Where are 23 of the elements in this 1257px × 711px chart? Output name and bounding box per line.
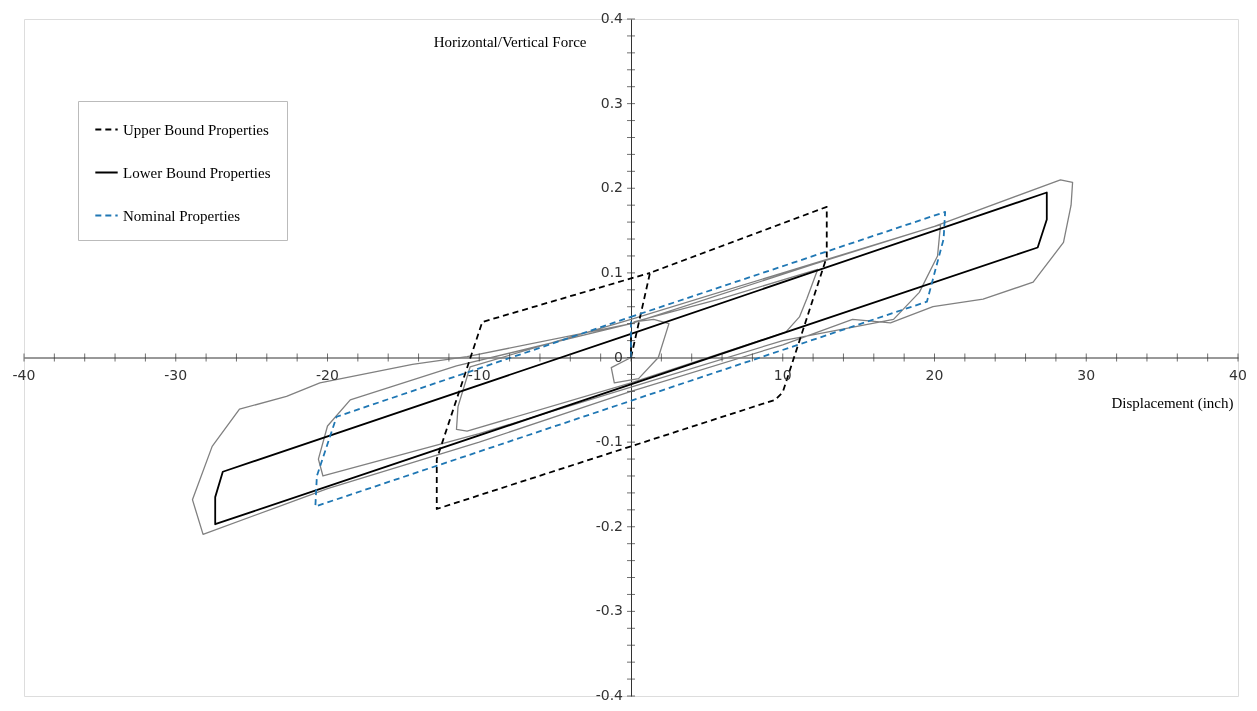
y-tick-label: -0.1	[595, 433, 623, 450]
y-tick-label: 0.1	[600, 263, 623, 280]
line-series	[314, 211, 947, 508]
y-tick-label: -0.4	[595, 687, 624, 703]
legend-label: Nominal Properties	[123, 207, 241, 224]
y-tick-label: 0.3	[600, 94, 623, 111]
x-tick-label: -30	[164, 366, 188, 383]
y-tick-label: -0.3	[595, 602, 623, 619]
x-tick-label: -10	[467, 366, 491, 383]
x-tick-label: -20	[316, 366, 339, 383]
y-tick-label: -0.2	[595, 517, 623, 534]
legend-label: Upper Bound Properties	[123, 121, 269, 138]
x-tick-label: 30	[1077, 366, 1096, 383]
x-tick-label: 20	[925, 366, 944, 383]
x-tick-label: 10	[773, 366, 792, 383]
y-tick-label: 0.4	[600, 10, 624, 26]
x-tick-label: -40	[12, 366, 36, 383]
x-axis-title: Displacement (inch)	[1111, 395, 1234, 412]
legend-label: Lower Bound Properties	[123, 164, 271, 181]
y-tick-label: 0	[614, 348, 623, 365]
y-axis-title: Horizontal/Vertical Force	[433, 33, 587, 50]
x-tick-label: 40	[1229, 366, 1247, 383]
y-tick-label: 0.2	[600, 179, 623, 196]
